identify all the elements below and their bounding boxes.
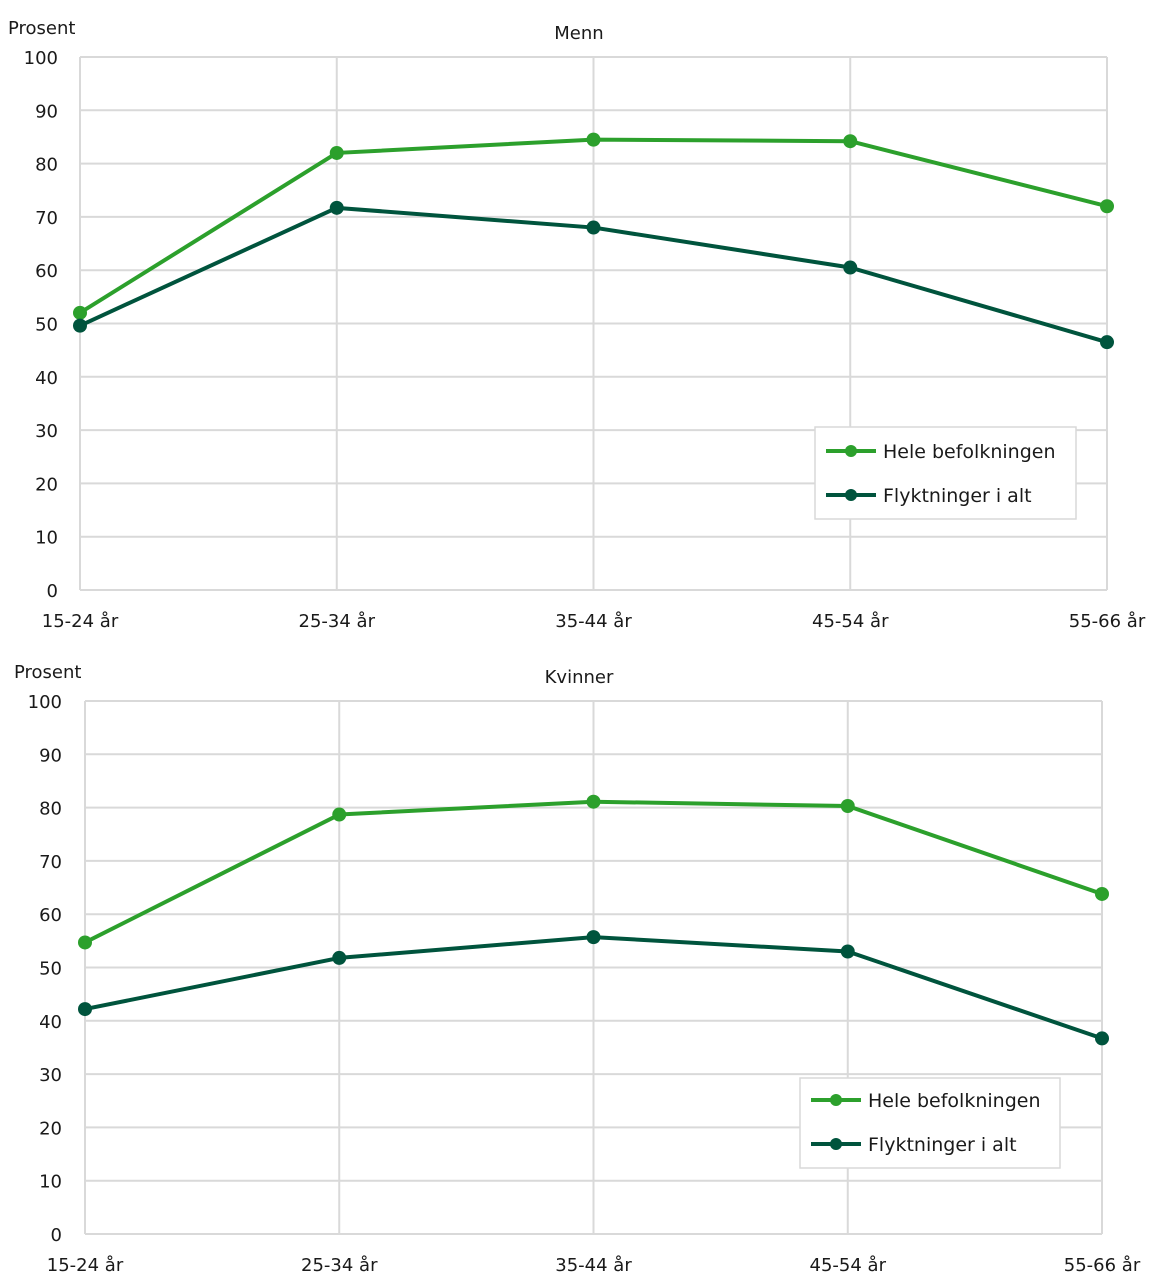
data-point-hele-befolkningen	[840, 799, 855, 814]
legend-box	[799, 1077, 1061, 1169]
chart-title: Kvinner	[545, 667, 614, 688]
x-tick-label: 45-54 år	[812, 611, 889, 632]
data-point-hele-befolkningen	[843, 134, 858, 149]
x-tick-label: 35-44 år	[555, 611, 632, 632]
y-tick-label: 50	[35, 315, 58, 336]
legend-label-hele: Hele befolkningen	[883, 441, 1055, 463]
legend-marker-flyktninger	[830, 1138, 842, 1150]
y-ticks: 0 10 20 30 40 50 60 70 80 90 100	[24, 48, 58, 602]
series-group	[73, 132, 1114, 350]
y-tick-label: 80	[35, 155, 58, 176]
y-tick-label: 80	[39, 799, 62, 820]
chart-title: Menn	[554, 23, 603, 44]
y-tick-label: 60	[35, 261, 58, 282]
data-point-flyktninger-i-alt	[1100, 335, 1114, 350]
x-tick-label: 25-34 år	[299, 611, 376, 632]
data-point-hele-befolkningen	[586, 132, 601, 147]
data-point-hele-befolkningen	[586, 794, 601, 809]
chart-women: Prosent Kvinner 0 10 20 30 40 50 60 70 80 90 100 1…	[0, 640, 1151, 1276]
grid	[85, 700, 1103, 1234]
y-tick-label: 70	[35, 208, 58, 229]
x-tick-label: 55-66 år	[1064, 1255, 1141, 1275]
y-tick-label: 10	[39, 1172, 62, 1193]
data-point-flyktninger-i-alt	[332, 950, 347, 965]
y-tick-label: 10	[35, 528, 58, 549]
y-tick-label: 40	[39, 1012, 62, 1033]
x-tick-label: 45-54 år	[810, 1255, 887, 1275]
data-point-hele-befolkningen	[1095, 886, 1109, 901]
chart-women-svg: Prosent Kvinner 0 10 20 30 40 50 60 70 80 90 100 1…	[14, 662, 1141, 1276]
data-point-flyktninger-i-alt	[78, 1002, 92, 1017]
y-tick-label: 20	[39, 1118, 62, 1139]
data-point-hele-befolkningen	[332, 807, 347, 822]
y-tick-label: 0	[47, 581, 58, 602]
x-tick-label: 15-24 år	[47, 1255, 124, 1275]
y-tick-label: 60	[39, 905, 62, 926]
chart-men: Prosent Menn 0 10 20 30 40 50 60 70 80 90 100 15-2…	[8, 18, 1146, 632]
data-point-flyktninger-i-alt	[1095, 1031, 1109, 1046]
legend: Hele befolkningen Flyktninger i alt	[814, 426, 1077, 520]
data-point-flyktninger-i-alt	[843, 260, 858, 275]
y-tick-label: 50	[39, 959, 62, 980]
chart-men-svg: Prosent Menn 0 10 20 30 40 50 60 70 80 90 100 15-2…	[8, 18, 1146, 632]
x-tick-label: 35-44 år	[555, 1255, 632, 1275]
legend-label-hele: Hele befolkningen	[868, 1090, 1040, 1112]
data-point-flyktninger-i-alt	[329, 200, 344, 215]
legend-marker-hele	[845, 445, 857, 457]
series-group	[78, 794, 1109, 1046]
x-tick-label: 15-24 år	[42, 611, 119, 632]
y-tick-label: 0	[51, 1225, 62, 1246]
data-point-hele-befolkningen	[1100, 199, 1114, 214]
y-axis-label: Prosent	[8, 18, 75, 39]
y-tick-label: 70	[39, 852, 62, 873]
x-ticks: 15-24 år 25-34 år 35-44 år 45-54 år 55-66 år	[42, 611, 1146, 632]
data-point-flyktninger-i-alt	[840, 944, 855, 959]
x-tick-label: 55-66 år	[1069, 611, 1146, 632]
y-tick-label: 100	[24, 48, 58, 69]
data-point-hele-befolkningen	[329, 145, 344, 160]
legend-marker-flyktninger	[845, 489, 857, 501]
legend-marker-hele	[830, 1094, 842, 1106]
y-tick-label: 90	[35, 101, 58, 122]
y-tick-label: 90	[39, 745, 62, 766]
legend: Hele befolkningen Flyktninger i alt	[799, 1077, 1061, 1169]
y-tick-label: 30	[35, 421, 58, 442]
x-tick-label: 25-34 år	[301, 1255, 378, 1275]
y-tick-label: 100	[28, 692, 62, 713]
legend-label-flyktninger: Flyktninger i alt	[868, 1134, 1017, 1156]
data-point-hele-befolkningen	[78, 935, 92, 950]
axes	[84, 701, 1102, 1235]
legend-label-flyktninger: Flyktninger i alt	[883, 485, 1032, 507]
data-point-flyktninger-i-alt	[73, 318, 87, 333]
y-axis-label: Prosent	[14, 662, 81, 683]
data-point-flyktninger-i-alt	[586, 220, 601, 235]
y-tick-label: 40	[35, 368, 58, 389]
legend-box	[814, 426, 1077, 520]
x-ticks: 15-24 år 25-34 år 35-44 år 45-54 år 55-66 år	[47, 1255, 1141, 1276]
y-ticks: 0 10 20 30 40 50 60 70 80 90 100	[28, 692, 62, 1246]
y-tick-label: 20	[35, 474, 58, 495]
data-point-hele-befolkningen	[73, 305, 87, 320]
y-tick-label: 30	[39, 1065, 62, 1086]
data-point-flyktninger-i-alt	[586, 930, 601, 945]
